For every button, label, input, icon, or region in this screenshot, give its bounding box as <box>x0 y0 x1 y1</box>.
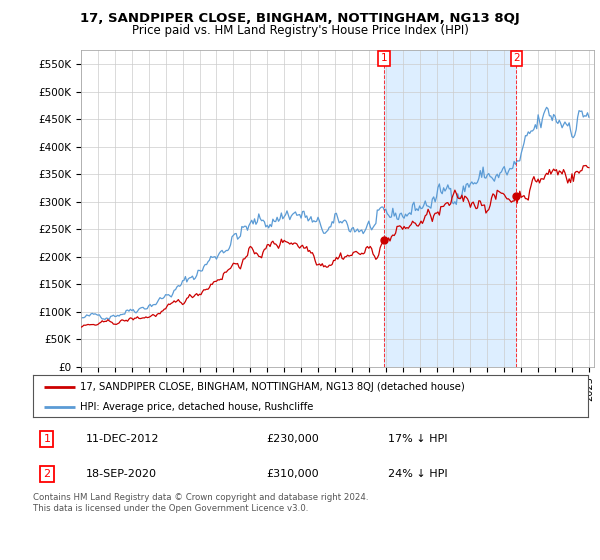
Text: 17% ↓ HPI: 17% ↓ HPI <box>388 434 448 444</box>
Text: £230,000: £230,000 <box>266 434 319 444</box>
Text: Price paid vs. HM Land Registry's House Price Index (HPI): Price paid vs. HM Land Registry's House … <box>131 24 469 36</box>
Text: 1: 1 <box>43 434 50 444</box>
Text: Contains HM Land Registry data © Crown copyright and database right 2024.
This d: Contains HM Land Registry data © Crown c… <box>33 493 368 513</box>
Text: 24% ↓ HPI: 24% ↓ HPI <box>388 469 448 479</box>
Text: HPI: Average price, detached house, Rushcliffe: HPI: Average price, detached house, Rush… <box>80 402 314 412</box>
Text: 18-SEP-2020: 18-SEP-2020 <box>86 469 157 479</box>
Text: 1: 1 <box>381 53 388 63</box>
Text: £310,000: £310,000 <box>266 469 319 479</box>
Text: 2: 2 <box>43 469 50 479</box>
Text: 17, SANDPIPER CLOSE, BINGHAM, NOTTINGHAM, NG13 8QJ: 17, SANDPIPER CLOSE, BINGHAM, NOTTINGHAM… <box>80 12 520 25</box>
Text: 17, SANDPIPER CLOSE, BINGHAM, NOTTINGHAM, NG13 8QJ (detached house): 17, SANDPIPER CLOSE, BINGHAM, NOTTINGHAM… <box>80 382 465 392</box>
Text: 2: 2 <box>513 53 520 63</box>
Text: 11-DEC-2012: 11-DEC-2012 <box>86 434 159 444</box>
Bar <box>385 50 517 367</box>
